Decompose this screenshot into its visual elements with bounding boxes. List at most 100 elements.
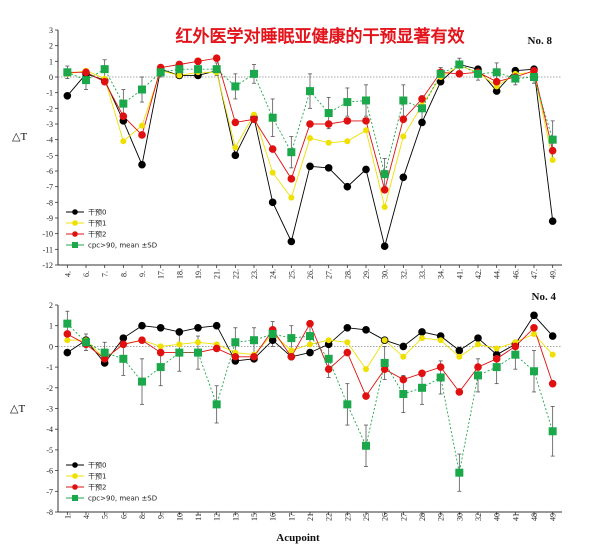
data-point-square (100, 65, 109, 74)
y-tick-label: -2 (46, 104, 53, 113)
x-tick-label: 4. (63, 271, 72, 277)
data-point (176, 72, 183, 79)
y-tick-label: -3 (46, 405, 53, 414)
x-tick-label: 21. (213, 269, 222, 279)
data-point (548, 146, 557, 155)
data-point-square (82, 338, 90, 347)
y-tick-label: -6 (46, 467, 53, 476)
data-point-square (212, 400, 221, 409)
data-point (475, 341, 481, 348)
legend-marker (72, 231, 78, 237)
data-point (530, 311, 538, 320)
data-point (64, 337, 71, 344)
x-tick-label: 29. (437, 511, 446, 521)
data-point (362, 392, 370, 400)
data-point (436, 363, 445, 371)
data-point (399, 342, 408, 351)
data-point (380, 365, 389, 373)
y-tick-label: -5 (46, 446, 53, 455)
x-tick-label: 26. (306, 269, 315, 279)
y-tick-label: -1 (46, 89, 53, 98)
data-point (138, 160, 146, 169)
data-point-square (362, 441, 370, 450)
legend: 干预0 干预1 干预2 cpc>90, mean ±SD (66, 208, 157, 250)
legend-label: 干预0 (88, 461, 106, 470)
data-point-square (511, 74, 520, 83)
x-tick-label: 17. (157, 269, 166, 279)
data-point-square (399, 390, 408, 399)
data-point (344, 138, 351, 145)
data-point (530, 66, 538, 75)
data-point (119, 112, 128, 120)
data-point (324, 164, 333, 172)
data-point-square (138, 377, 146, 386)
x-tick-label: 33. (418, 269, 427, 279)
data-point (381, 204, 388, 211)
data-point (493, 345, 500, 352)
data-point (195, 339, 201, 346)
data-point (400, 353, 407, 360)
x-tick-label: 6. (82, 271, 91, 277)
data-point-square (138, 85, 146, 94)
data-point-square (119, 99, 128, 108)
data-point-square (418, 104, 426, 113)
x-tick-label: 10. (175, 511, 184, 521)
y-tick-label: -11 (43, 245, 53, 254)
data-point (306, 319, 314, 328)
data-point (119, 340, 128, 349)
data-point (63, 330, 72, 338)
data-point (548, 332, 557, 340)
x-tick-label: 47. (530, 269, 539, 279)
data-point (549, 351, 556, 358)
x-tick-label: 22. (325, 511, 334, 521)
data-point-square (156, 68, 165, 77)
data-point-square (474, 371, 482, 380)
data-point-square (492, 363, 501, 372)
data-point (250, 115, 258, 124)
x-tick-label: 12. (213, 511, 222, 521)
data-point (362, 326, 370, 334)
data-point-square (455, 60, 464, 69)
data-point (212, 54, 221, 62)
y-tick-label: -8 (46, 198, 53, 207)
y-tick-label: -7 (46, 183, 53, 192)
x-tick-label: 27. (325, 269, 334, 279)
data-point (474, 334, 482, 342)
chart-panel-2: 2 1 0 -1 -2 -3 -4 -5 -6 -7 -8 1. 4. 5. 6. 8. 9. 10. 11. 12.… (46, 301, 562, 521)
legend-label: 干预1 (88, 219, 106, 228)
data-point-square (324, 109, 333, 118)
data-point (399, 173, 408, 182)
y-tick-label: -4 (46, 136, 53, 145)
x-tick-label: 28. (418, 511, 427, 521)
x-tick-label: 29. (362, 269, 371, 279)
x-tick-label: 11. (194, 511, 203, 521)
data-point-square (268, 329, 277, 338)
data-point-square (436, 69, 445, 78)
legend-marker (72, 473, 78, 479)
data-point (156, 348, 165, 357)
y-tick-label: -4 (46, 425, 53, 434)
data-point (325, 139, 332, 146)
chart-panel-1: 3 2 1 0 -1 -2 -3 -4 -5 -6 -7 -8 -9 -10 -11 -12 4. 6. 7. 8. 9… (42, 26, 562, 279)
data-point (175, 328, 184, 336)
data-point-square (306, 87, 314, 96)
data-point (324, 120, 333, 128)
x-tick-label: 46. (511, 269, 520, 279)
x-tick-label: 32. (474, 511, 483, 521)
y-tick-label: -3 (46, 120, 53, 129)
x-tick-label: 5. (101, 513, 110, 519)
data-point (530, 323, 538, 332)
data-point (549, 157, 556, 164)
data-point-square (511, 350, 520, 359)
x-tick-label: 48. (530, 511, 539, 521)
data-point-square (418, 383, 426, 392)
data-point (380, 186, 389, 194)
data-point (343, 348, 352, 357)
data-point-square (474, 69, 482, 78)
series-line-3 (66, 323, 554, 473)
x-tick-label: 7. (101, 271, 110, 277)
y-tick-label: 1 (49, 57, 53, 66)
data-point (287, 175, 296, 183)
data-point (437, 337, 444, 344)
data-point (231, 151, 240, 160)
